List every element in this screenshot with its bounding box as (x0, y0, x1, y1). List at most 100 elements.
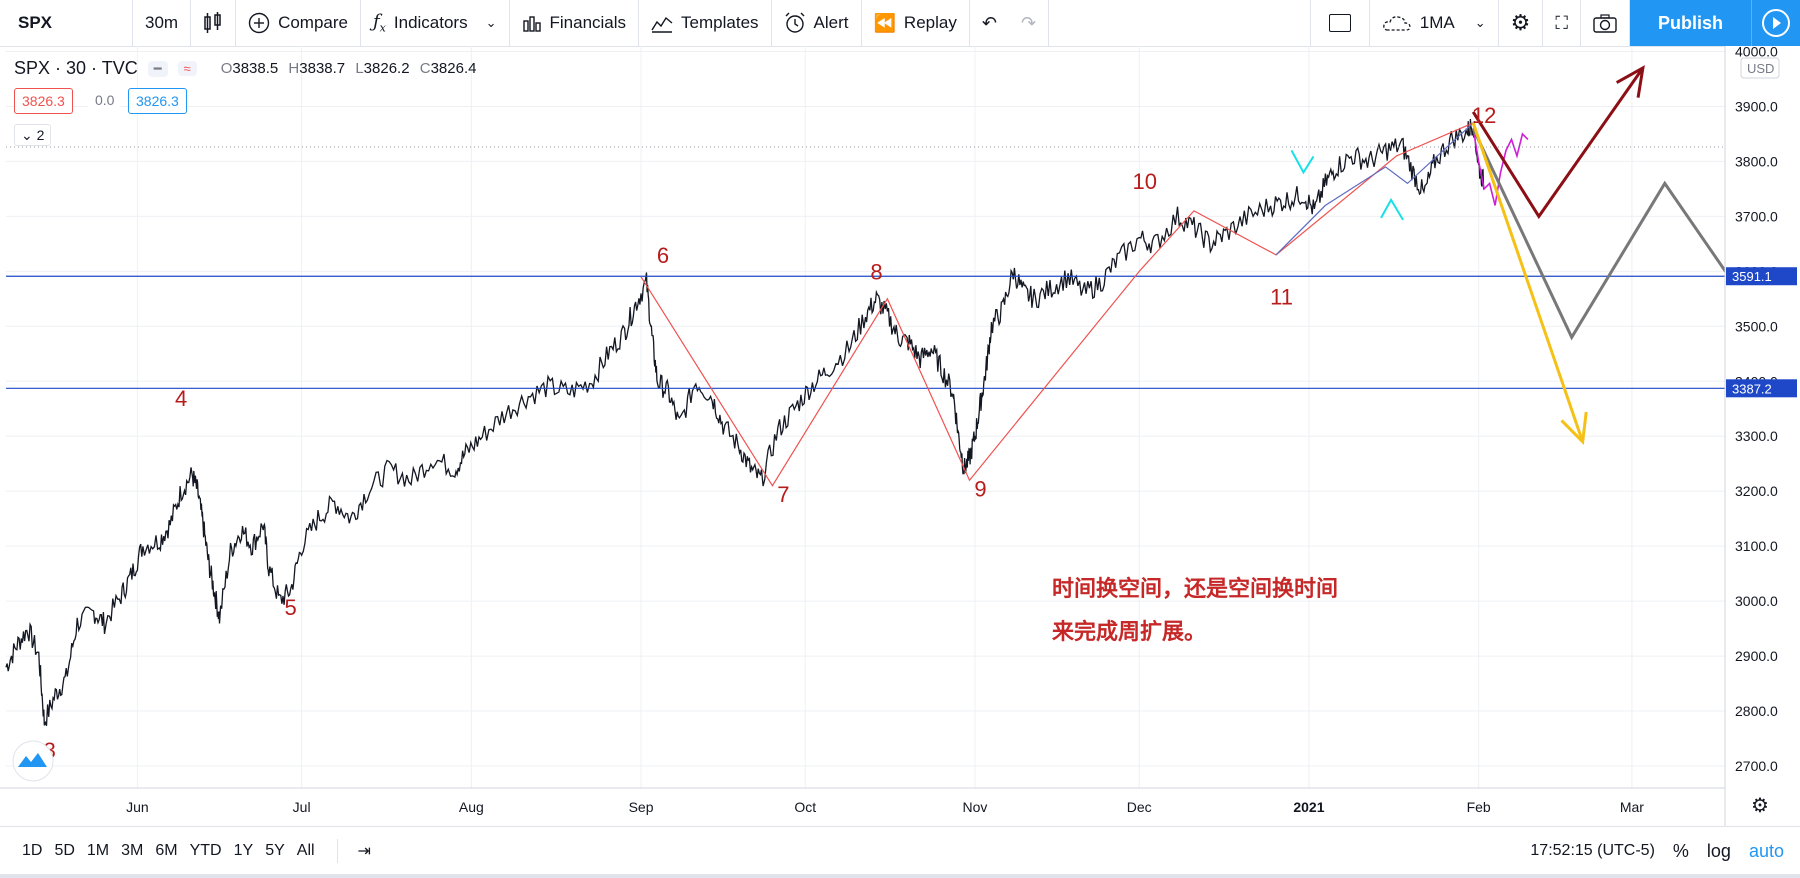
candles-icon (204, 12, 221, 33)
price-tick-label: 3200.0 (1735, 483, 1778, 499)
plus-circle-icon (248, 12, 270, 34)
rewind-icon: ⏪ (873, 12, 896, 33)
range-1m[interactable]: 1M (86, 842, 110, 859)
redo-button[interactable]: ↷ (1009, 0, 1050, 46)
axis-settings-gear-icon[interactable]: ⚙ (1751, 795, 1769, 817)
open-value: 3838.5 (232, 60, 279, 77)
time-tick-label: Jul (293, 799, 311, 815)
wave-labels: 3456789101112 (12, 103, 1496, 782)
chart-type-button[interactable] (191, 0, 237, 46)
cyan-marker-top (1290, 149, 1315, 175)
financials-button[interactable]: Financials (510, 0, 640, 46)
range-all[interactable]: All (296, 842, 315, 859)
auto-toggle[interactable]: auto (1748, 840, 1784, 861)
yellow-projection-arrow[interactable] (1471, 122, 1585, 443)
right-toolbar: 1MA ⌄ ⚙ ⛶ Publish (1309, 0, 1800, 46)
legend-wave-toggle[interactable]: ≈ (177, 61, 197, 76)
price-axis[interactable]: 2700.0 2800.0 2900.0 3000.0 3100.0 3200.0 3300… (1724, 46, 1800, 826)
interval-button[interactable]: 30m (133, 0, 192, 46)
range-3m[interactable]: 3M (121, 842, 144, 859)
price-tick-label: 3500.0 (1735, 318, 1778, 334)
price-tick-label: 3900.0 (1735, 98, 1778, 114)
price-chart[interactable]: 3456789101112 2700.02800.02900.03000.031… (0, 46, 1800, 826)
symbol-label: SPX (18, 13, 53, 32)
percent-toggle[interactable]: % (1672, 840, 1689, 861)
square-icon (1328, 14, 1351, 32)
legend-toggle[interactable]: ━ (147, 60, 168, 77)
play-button[interactable] (1751, 0, 1800, 46)
range-5d[interactable]: 5D (54, 842, 75, 859)
gray-projection-path[interactable] (1471, 127, 1800, 341)
redo-icon: ↷ (1020, 12, 1037, 33)
log-toggle[interactable]: log (1706, 840, 1731, 861)
tradingview-logo[interactable] (12, 740, 54, 782)
spread-value: 0.0 (95, 92, 115, 108)
low-label: L (355, 60, 364, 77)
sell-price-box[interactable]: 3826.3 (14, 88, 73, 114)
range-6m[interactable]: 6M (155, 842, 178, 859)
time-tick-label: Dec (1127, 799, 1152, 815)
replay-label: Replay (903, 13, 957, 32)
snapshot-button[interactable] (1581, 0, 1630, 46)
layout-button[interactable] (1309, 0, 1370, 46)
price-tick-label: 3100.0 (1735, 538, 1778, 554)
range-ytd[interactable]: YTD (189, 842, 222, 859)
range-1d[interactable]: 1D (22, 842, 43, 859)
price-tick-label: 3300.0 (1735, 428, 1778, 444)
currency-badge[interactable]: USD (1740, 57, 1780, 79)
time-tick-label: 2021 (1293, 799, 1324, 815)
darkred-projection-arrow[interactable] (1471, 67, 1645, 220)
chevron-down-icon: ⌄ (1474, 15, 1486, 30)
annotation-line[interactable]: 来完成周扩展。 (1051, 619, 1206, 645)
interval-label: 30m (145, 13, 179, 32)
alert-label: Alert (813, 13, 849, 32)
series-legend: SPX · 30 · TVC ━ ≈ O3838.5 H3838.7 L3826… (14, 58, 476, 79)
templates-button[interactable]: Templates (639, 0, 772, 46)
time-axis[interactable]: Jun Jul Aug Sep Oct Nov Dec 2021 Feb Mar ⚙ (0, 787, 1769, 817)
indicators-button[interactable]: ƒx Indicators ⌄ (361, 0, 510, 46)
cloud-save-button[interactable]: 1MA ⌄ (1370, 0, 1499, 46)
publish-button[interactable]: Publish (1629, 0, 1751, 46)
close-label: C (419, 60, 431, 77)
annotation-line[interactable]: 时间换空间，还是空间换时间 (1052, 576, 1338, 602)
time-tick-label: Sep (629, 799, 654, 815)
hline-price-label: 3387.2 (1732, 381, 1772, 396)
symbol-search[interactable]: SPX (0, 0, 133, 46)
alert-button[interactable]: Alert (772, 0, 862, 46)
blue-trend-line[interactable] (1275, 122, 1474, 256)
clock-readout[interactable]: 17:52:15 (UTC-5) (1530, 842, 1655, 859)
fx-icon: ƒx (373, 11, 386, 35)
footer-strip (0, 874, 1800, 878)
zigzag-wave-line[interactable] (640, 122, 1474, 487)
fullscreen-icon: ⛶ (1555, 12, 1568, 33)
buy-price-box[interactable]: 3826.3 (128, 88, 187, 114)
price-series-line[interactable] (5, 118, 1485, 727)
compare-label: Compare (278, 13, 348, 32)
fullscreen-button[interactable]: ⛶ (1543, 0, 1581, 46)
goto-date-icon[interactable]: ⇥ (357, 843, 371, 860)
chevron-down-icon: ⌄ (21, 127, 33, 143)
series-layer (5, 118, 1529, 727)
price-tick-label: 2700.0 (1735, 758, 1778, 774)
cyan-marker-bottom (1380, 197, 1404, 221)
high-label: H (288, 60, 300, 77)
legend-title[interactable]: SPX · 30 · TVC (14, 58, 138, 78)
currency-label: USD (1747, 61, 1774, 76)
range-1y[interactable]: 1Y (233, 842, 254, 859)
undo-button[interactable]: ↶ (970, 0, 1009, 46)
price-tick-label: 2800.0 (1735, 703, 1778, 719)
hline-price-badge (1726, 379, 1797, 398)
wave-label: 4 (175, 386, 187, 411)
price-axis-bg (1725, 46, 1800, 788)
replay-button[interactable]: ⏪ Replay (862, 0, 970, 46)
gear-icon: ⚙ (1510, 10, 1531, 35)
range-5y[interactable]: 5Y (265, 842, 285, 859)
divider (336, 839, 338, 863)
indicator-collapse-button[interactable]: ⌄ 2 (14, 124, 52, 146)
top-toolbar: SPX 30m Compare ƒx Indicators ⌄ Financia… (0, 0, 1800, 47)
bar-chart-icon (522, 16, 541, 32)
compare-button[interactable]: Compare (236, 0, 361, 46)
high-value: 3838.7 (299, 60, 346, 77)
settings-button[interactable]: ⚙ (1499, 0, 1544, 46)
